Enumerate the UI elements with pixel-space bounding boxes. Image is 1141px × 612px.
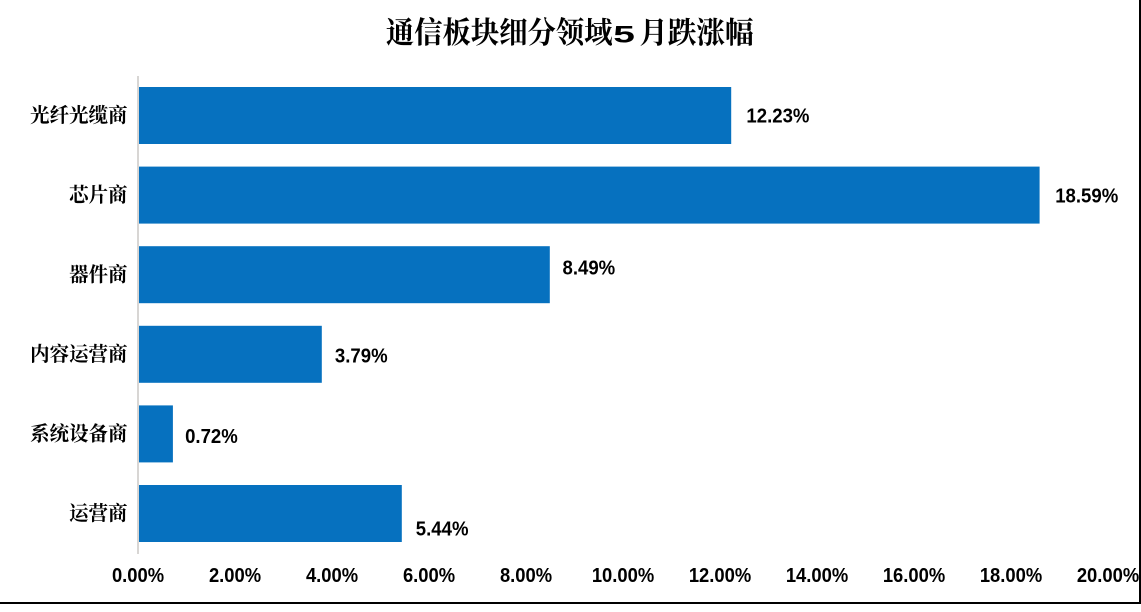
svg-text:5: 5 [613, 21, 635, 48]
svg-text:3.79%: 3.79% [335, 346, 388, 368]
svg-text:18.00%: 18.00% [980, 565, 1042, 587]
svg-text:10.00%: 10.00% [592, 565, 654, 587]
svg-text:18.59%: 18.59% [1055, 186, 1118, 208]
svg-text:12.00%: 12.00% [689, 565, 751, 587]
svg-text:2.00%: 2.00% [209, 565, 261, 587]
svg-text:4.00%: 4.00% [306, 565, 358, 587]
svg-text:12.23%: 12.23% [746, 106, 809, 128]
svg-text:14.00%: 14.00% [786, 565, 848, 587]
svg-text:8.49%: 8.49% [563, 258, 616, 280]
svg-text:8.00%: 8.00% [500, 565, 552, 587]
svg-text:0.72%: 0.72% [185, 427, 238, 449]
svg-text:16.00%: 16.00% [883, 565, 945, 587]
svg-text:6.00%: 6.00% [403, 565, 455, 587]
svg-text:5.44%: 5.44% [416, 519, 469, 541]
svg-text:20.00%: 20.00% [1077, 565, 1139, 587]
svg-text:0.00%: 0.00% [112, 565, 164, 587]
